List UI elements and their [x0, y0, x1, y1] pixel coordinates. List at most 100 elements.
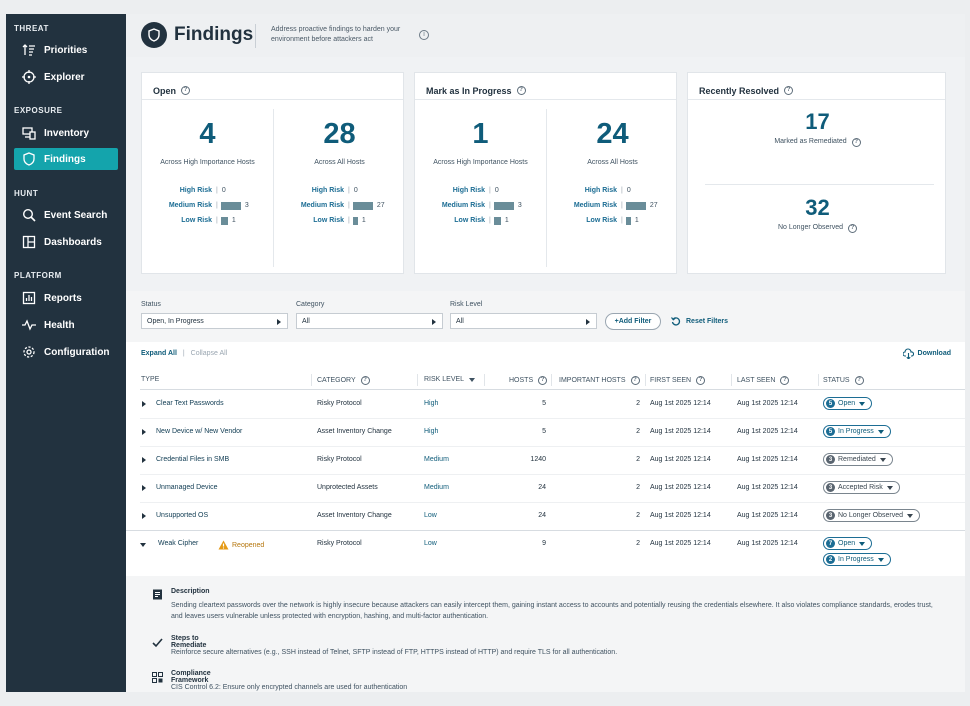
sidebar-item-configuration[interactable]: Configuration	[14, 341, 118, 363]
table-row[interactable]: Unmanaged Device Unprotected Assets Medium…	[126, 475, 965, 503]
reset-filters-button[interactable]: Reset Filters	[671, 316, 728, 326]
expand-row-icon[interactable]	[142, 457, 146, 463]
risk-separator: |	[216, 217, 218, 224]
column-header-important-hosts[interactable]: IMPORTANT HOSTS?	[559, 376, 640, 385]
reports-icon	[22, 291, 36, 305]
chevron-down-icon	[886, 485, 893, 490]
findings-table: Expand All | Collapse All Download TYPE …	[126, 342, 965, 692]
column-header-status[interactable]: STATUS?	[823, 376, 864, 385]
status-dropdown[interactable]: 5 Open	[823, 397, 873, 410]
status-dropdown[interactable]: 7 Open	[823, 537, 873, 550]
observed-value[interactable]: 32	[805, 195, 830, 220]
risk-row[interactable]: Low Risk | 1	[557, 213, 658, 228]
status-dropdown[interactable]: 2 In Progress	[823, 553, 891, 566]
sort-desc-icon[interactable]	[469, 377, 476, 382]
help-icon[interactable]: ?	[516, 86, 526, 95]
expand-all-button[interactable]: Expand All	[141, 350, 177, 357]
card-divider	[705, 184, 934, 185]
help-icon[interactable]: ?	[784, 86, 794, 95]
status-label: Open	[838, 540, 856, 547]
header-label: LAST SEEN	[737, 377, 776, 384]
sidebar-item-priorities[interactable]: Priorities	[14, 39, 118, 61]
help-icon[interactable]: ?	[696, 376, 706, 385]
open-high-value[interactable]: 4	[199, 118, 216, 150]
add-filter-button[interactable]: +Add Filter	[605, 313, 661, 330]
open-all-value[interactable]: 28	[323, 118, 356, 150]
expand-row-icon[interactable]	[142, 429, 146, 435]
risk-count: 0	[221, 187, 226, 194]
help-icon[interactable]: ?	[847, 224, 857, 233]
progress-high-value[interactable]: 1	[472, 118, 489, 150]
collapse-all-button[interactable]: Collapse All	[190, 350, 228, 357]
status-dropdown[interactable]: 3 Remediated	[823, 453, 893, 466]
status-dropdown[interactable]: 5 In Progress	[823, 425, 891, 438]
sidebar-item-health[interactable]: Health	[14, 314, 118, 336]
status-count: 2	[826, 555, 835, 564]
help-icon[interactable]: ?	[780, 376, 790, 385]
help-icon[interactable]: ?	[851, 138, 861, 147]
download-button[interactable]: Download	[902, 348, 951, 359]
reopened-badge: Reopened	[218, 540, 264, 550]
column-divider	[818, 374, 819, 386]
table-row[interactable]: Weak Cipher Risky Protocol Low 9 2 Aug 1st 20…	[126, 530, 965, 575]
sidebar-item-inventory[interactable]: Inventory	[14, 122, 118, 144]
progress-all-value[interactable]: 24	[596, 118, 629, 150]
help-icon[interactable]: ?	[854, 376, 864, 385]
sidebar-item-event-search[interactable]: Event Search	[14, 204, 118, 226]
checkmark-icon	[152, 638, 163, 648]
status-dropdown[interactable]: 3 Accepted Risk	[823, 481, 900, 494]
status-filter-select[interactable]: Open, In Progress	[141, 313, 288, 329]
column-header-first-seen[interactable]: FIRST SEEN?	[650, 376, 706, 385]
cell-last: Aug 1st 2025 12:14	[737, 400, 798, 407]
risk-row[interactable]: Medium Risk | 3	[425, 198, 522, 213]
remediated-value[interactable]: 17	[805, 109, 830, 134]
sidebar-item-reports[interactable]: Reports	[14, 287, 118, 309]
risk-row[interactable]: Medium Risk | 27	[284, 198, 385, 213]
help-icon[interactable]: ?	[630, 376, 640, 385]
expand-row-icon[interactable]	[142, 485, 146, 491]
risk-row[interactable]: Low Risk | 1	[152, 213, 249, 228]
risk-separator: |	[489, 217, 491, 224]
risk-row[interactable]: Low Risk | 1	[284, 213, 385, 228]
status-dropdown[interactable]: 3 No Longer Observed	[823, 509, 920, 522]
sidebar-item-explorer[interactable]: Explorer	[14, 66, 118, 88]
risk-filter-select[interactable]: All	[450, 313, 597, 329]
sidebar-item-dashboards[interactable]: Dashboards	[14, 231, 118, 253]
help-icon[interactable]: ?	[538, 376, 548, 385]
table-row[interactable]: New Device w/ New Vendor Asset Inventory …	[126, 419, 965, 447]
risk-label: Medium Risk	[573, 202, 617, 209]
header-label: CATEGORY	[317, 377, 356, 384]
column-header-hosts[interactable]: HOSTS?	[509, 376, 548, 385]
risk-label: Low Risk	[313, 217, 344, 224]
risk-bar	[493, 201, 514, 210]
column-header-type[interactable]: TYPE	[141, 376, 159, 383]
risk-row[interactable]: High Risk | 0	[284, 183, 385, 198]
column-header-risk-level[interactable]: RISK LEVEL	[424, 376, 476, 383]
column-header-category[interactable]: CATEGORY?	[317, 376, 370, 385]
risk-row[interactable]: High Risk | 0	[425, 183, 522, 198]
expand-separator: |	[182, 350, 185, 357]
help-icon[interactable]: ?	[181, 86, 191, 95]
risk-count: 0	[626, 187, 631, 194]
risk-row[interactable]: Medium Risk | 27	[557, 198, 658, 213]
table-row[interactable]: Clear Text Passwords Risky Protocol High 5 2…	[126, 391, 965, 419]
expand-row-icon[interactable]	[142, 513, 146, 519]
risk-row[interactable]: High Risk | 0	[557, 183, 658, 198]
header-label: FIRST SEEN	[650, 377, 692, 384]
risk-row[interactable]: Low Risk | 1	[425, 213, 522, 228]
collapse-row-icon[interactable]	[140, 543, 146, 547]
cell-hosts: 24	[538, 512, 546, 519]
risk-row[interactable]: High Risk | 0	[152, 183, 249, 198]
table-row[interactable]: Unsupported OS Asset Inventory Change Low 2…	[126, 503, 965, 531]
help-icon[interactable]: ?	[360, 376, 370, 385]
column-header-last-seen[interactable]: LAST SEEN?	[737, 376, 790, 385]
expand-row-icon[interactable]	[142, 401, 146, 407]
status-count: 5	[826, 427, 835, 436]
column-divider	[551, 374, 552, 386]
table-row[interactable]: Credential Files in SMB Risky Protocol Med…	[126, 447, 965, 475]
resolved-card-title: Recently Resolved	[699, 85, 780, 96]
info-icon[interactable]: i	[419, 30, 429, 40]
sidebar-item-findings[interactable]: Findings	[14, 148, 118, 170]
risk-row[interactable]: Medium Risk | 3	[152, 198, 249, 213]
category-filter-select[interactable]: All	[296, 313, 443, 329]
